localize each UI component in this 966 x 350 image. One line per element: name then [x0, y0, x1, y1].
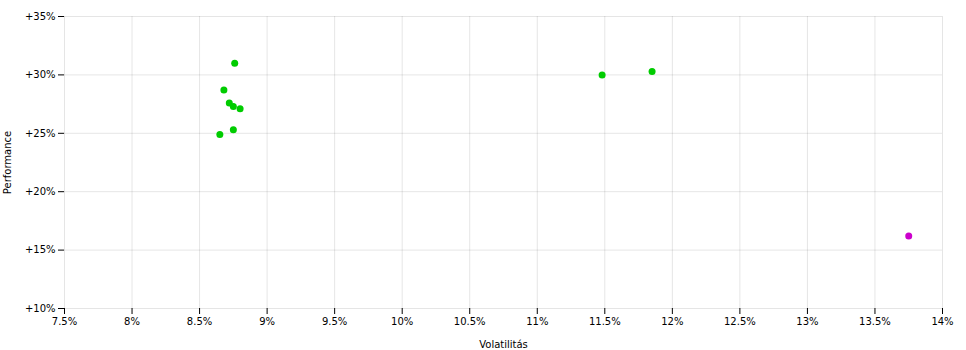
svg-text:+30%: +30% [25, 69, 56, 80]
svg-text:+20%: +20% [25, 186, 56, 197]
svg-text:11%: 11% [526, 316, 548, 327]
svg-text:13%: 13% [796, 316, 818, 327]
svg-text:Performance: Performance [2, 131, 13, 194]
svg-text:+15%: +15% [25, 244, 56, 255]
svg-text:11.5%: 11.5% [589, 316, 621, 327]
svg-text:8%: 8% [124, 316, 140, 327]
svg-text:9.5%: 9.5% [322, 316, 347, 327]
svg-text:9%: 9% [259, 316, 275, 327]
svg-text:10%: 10% [391, 316, 413, 327]
svg-text:10.5%: 10.5% [454, 316, 486, 327]
svg-text:7.5%: 7.5% [52, 316, 77, 327]
svg-text:+35%: +35% [25, 11, 56, 22]
svg-text:+25%: +25% [25, 128, 56, 139]
svg-text:Volatilitás: Volatilitás [479, 339, 528, 350]
svg-text:8.5%: 8.5% [187, 316, 212, 327]
svg-text:+10%: +10% [25, 303, 56, 314]
svg-text:14%: 14% [931, 316, 953, 327]
svg-text:13.5%: 13.5% [859, 316, 891, 327]
svg-text:12%: 12% [661, 316, 683, 327]
svg-text:12.5%: 12.5% [724, 316, 756, 327]
